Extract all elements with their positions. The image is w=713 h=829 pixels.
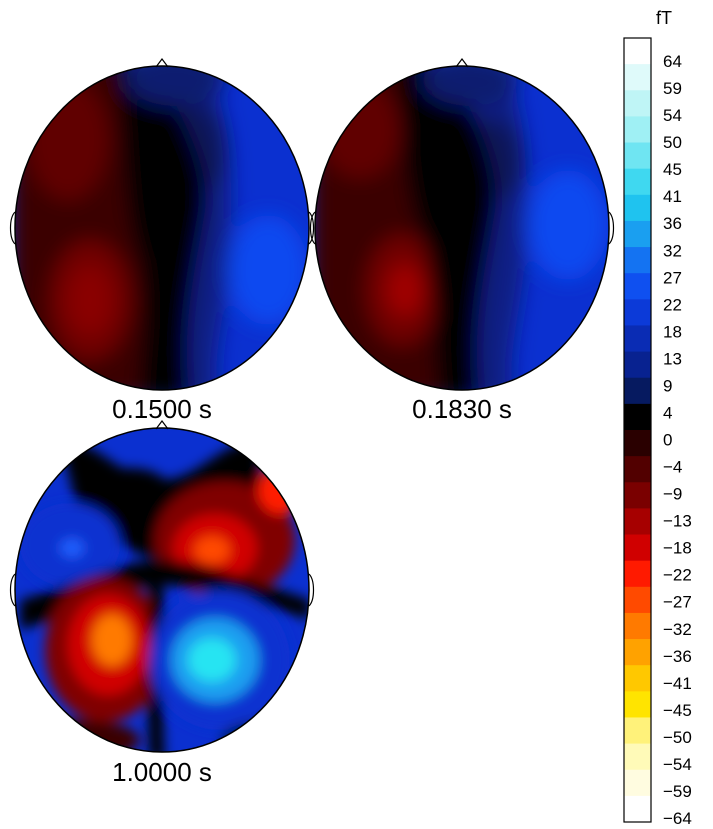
colorbar-tick-label: −36 [663, 647, 692, 666]
colorbar-tick-label: −27 [663, 593, 692, 612]
colorbar-block [624, 299, 651, 327]
colorbar-tick-label: −41 [663, 674, 692, 693]
colorbar-tick-label: −18 [663, 539, 692, 558]
colorbar-block [624, 612, 651, 640]
colorbar-block [624, 430, 651, 457]
colorbar-block [624, 508, 651, 536]
colorbar-block [624, 717, 651, 745]
colorbar-tick-labels: 64 59 54 50 45 41 36 32 27 22 18 13 9 4 0 −4 −9 −13 −18 −22… [663, 52, 692, 828]
colorbar-tick-label: −45 [663, 701, 692, 720]
topomap-0150: 0.1500 s [9, 58, 315, 424]
colorbar-block [624, 795, 651, 823]
colorbar-block [624, 377, 651, 405]
colorbar-frame [623, 37, 652, 823]
colorbar-block [624, 142, 651, 170]
colorbar-tick-label: 50 [663, 133, 682, 152]
colorbar-tick-label: 13 [663, 349, 682, 368]
colorbar-block [624, 560, 651, 588]
colorbar-tick-label: 41 [663, 187, 682, 206]
colorbar-tick-label: 36 [663, 214, 682, 233]
colorbar-tick-label: −54 [663, 755, 692, 774]
colorbar-block [624, 691, 651, 719]
colorbar-block [624, 247, 651, 274]
map-label-1000: 1.0000 s [112, 757, 212, 787]
colorbar-tick-label: −22 [663, 566, 692, 585]
colorbar-block [624, 456, 651, 483]
topomap-0183: 0.1830 s [309, 58, 615, 424]
colorbar-block [624, 38, 651, 65]
colorbar-tick-label: −50 [663, 728, 692, 747]
colorbar-block [624, 194, 651, 222]
colorbar-block [624, 769, 651, 797]
colorbar-tick-label: 64 [663, 52, 682, 71]
colorbar-tick-label: 27 [663, 268, 682, 287]
colorbar-block [624, 351, 651, 379]
topomap-1000: 1.0000 s [9, 420, 315, 787]
colorbar-block [624, 586, 651, 614]
colorbar-block [624, 325, 651, 353]
colorbar-tick-label: −9 [663, 485, 682, 504]
colorbar-block [624, 64, 651, 91]
colorbar-tick-label: 22 [663, 295, 682, 314]
colorbar-block [624, 220, 651, 248]
colorbar-block [624, 743, 651, 771]
colorbar-block [624, 482, 651, 509]
colorbar-tick-label: 45 [663, 160, 682, 179]
colorbar: fT 64 59 54 50 45 41 36 32 27 22 18 13 9 4 0 −4 −9 −13 −18… [623, 8, 692, 828]
colorbar-block [624, 403, 651, 431]
colorbar-block [624, 665, 651, 692]
map-label-0183: 0.1830 s [412, 394, 512, 424]
colorbar-unit: fT [656, 8, 672, 28]
colorbar-tick-label: 9 [663, 376, 672, 395]
colorbar-tick-label: −64 [663, 809, 692, 828]
map-label-0150: 0.1500 s [112, 394, 212, 424]
colorbar-block [624, 639, 651, 666]
colorbar-tick-label: 0 [663, 431, 672, 450]
colorbar-tick-label: 18 [663, 322, 682, 341]
colorbar-color-blocks [624, 38, 651, 823]
colorbar-tick-label: −59 [663, 782, 692, 801]
colorbar-block [624, 168, 651, 196]
colorbar-block [624, 116, 651, 144]
colorbar-tick-label: −4 [663, 458, 682, 477]
colorbar-tick-label: 32 [663, 241, 682, 260]
colorbar-tick-label: −13 [663, 512, 692, 531]
colorbar-tick-label: −32 [663, 620, 692, 639]
colorbar-block [624, 273, 651, 300]
colorbar-tick-label: 54 [663, 106, 682, 125]
colorbar-block [624, 90, 651, 117]
colorbar-block [624, 534, 651, 562]
colorbar-tick-label: 59 [663, 79, 682, 98]
colorbar-tick-label: 4 [663, 403, 672, 422]
